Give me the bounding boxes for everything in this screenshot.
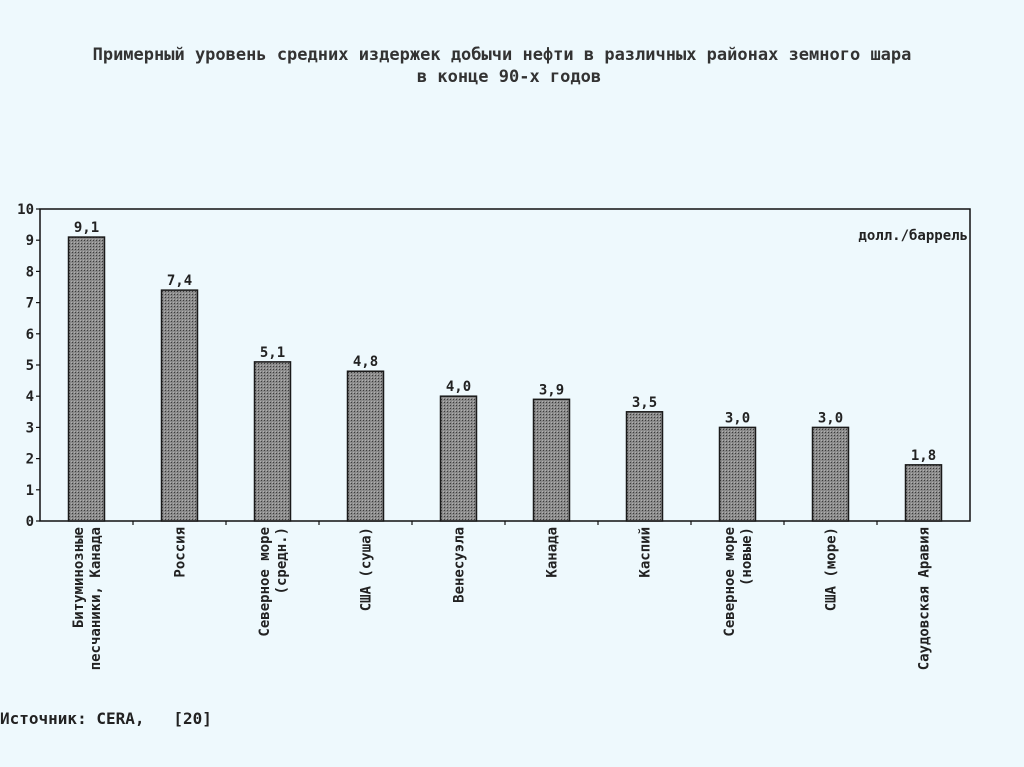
y-tick-label: 5 [26,358,34,374]
x-axis-labels: Битуминозные песчаники, Канада Россия Север… [71,521,933,670]
bar [346,370,385,522]
data-label: 3,5 [632,395,657,411]
x-tick-label: Канада [545,527,561,578]
source-note: Источник: CERA, [20] [0,709,212,728]
unit-label: долл./баррель [858,228,968,244]
x-tick-label: Венесуэла [452,527,468,603]
bar [67,236,106,522]
x-tick-label: Саудовская Аравия [917,527,933,670]
x-tick-label-line: Северное море [722,527,738,637]
x-tick-label-line: Россия [173,527,189,578]
x-tick-label-line: США (суша) [359,527,375,611]
x-tick-label-line: Битуминозные [71,527,87,628]
x-tick-label-line: (средн.) [274,527,290,594]
bar [439,395,478,522]
data-label: 3,0 [725,410,750,426]
chart-title-line-1: Примерный уровень средних издержек добыч… [92,45,912,65]
x-tick-label-line: Саудовская Аравия [917,527,933,670]
data-label: 7,4 [167,273,192,289]
y-tick-label: 9 [26,233,34,249]
data-label: 5,1 [260,345,285,361]
x-tick-label: США (море) [824,527,840,611]
x-tick-label: Битуминозные песчаники, Канада [71,527,104,670]
data-label: 4,8 [353,354,378,370]
bar [625,411,664,522]
x-tick-label-line: Каспий [638,527,654,578]
data-label: 4,0 [446,379,471,395]
x-tick-label: США (суша) [359,527,375,611]
y-tick-label: 4 [26,389,34,405]
x-tick-label-line: Канада [545,527,561,578]
x-tick-label-line: песчаники, Канада [88,527,104,670]
data-label: 3,0 [818,410,843,426]
bar [160,289,199,522]
x-tick-label: Северное море (средн.) [257,527,290,637]
y-tick-label: 6 [26,327,34,343]
bar [532,398,571,522]
bar [811,426,850,522]
data-label: 3,9 [539,382,564,398]
y-tick-label: 10 [17,202,34,218]
data-label: 1,8 [911,448,936,464]
y-tick-label: 2 [26,452,34,468]
bar [718,426,757,522]
x-tick-label-line: Северное море [257,527,273,637]
bar [253,361,292,522]
data-label: 9,1 [74,220,99,236]
x-tick-label: Каспий [638,527,654,578]
chart-title-line-2: в конце 90-х годов [416,67,602,87]
y-axis: 0 1 2 3 4 5 6 7 8 9 10 [17,202,40,530]
chart-title: Примерный уровень средних издержек добыч… [0,44,1004,88]
bar [904,464,943,522]
bars: 9,1 7,4 5,1 4,8 4,0 3,9 3,5 3,0 3,0 1,8 [67,220,943,522]
y-tick-label: 0 [26,514,34,530]
y-tick-label: 8 [26,264,34,280]
x-tick-label-line: Венесуэла [452,527,468,603]
y-tick-label: 7 [26,296,34,312]
x-tick-label: Северное море (новые) [722,527,755,637]
x-tick-label-line: (новые) [739,527,755,586]
y-tick-label: 3 [26,420,34,436]
x-tick-label-line: США (море) [824,527,840,611]
x-tick-label: Россия [173,527,189,578]
y-tick-label: 1 [26,483,34,499]
